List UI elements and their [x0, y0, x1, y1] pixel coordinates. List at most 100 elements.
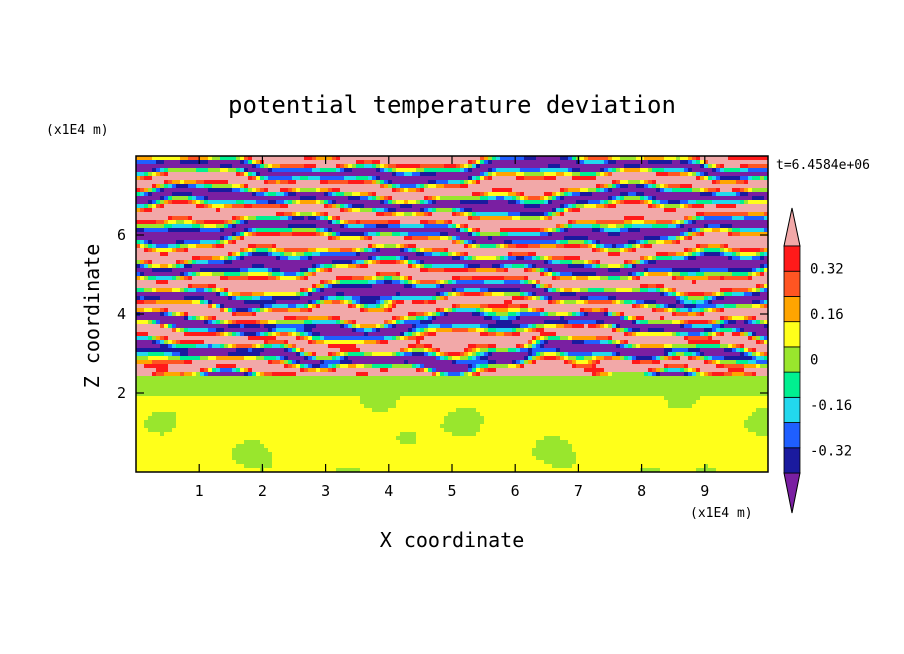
contour-cell	[304, 320, 313, 325]
contour-cell	[372, 256, 377, 261]
contour-cell	[300, 288, 305, 293]
contour-cell	[212, 288, 217, 293]
x-tick-label: 3	[321, 482, 330, 500]
contour-cell	[256, 320, 261, 325]
contour-cell	[404, 316, 409, 321]
contour-cell	[692, 188, 701, 193]
contour-cell	[604, 320, 633, 325]
contour-cell	[620, 316, 625, 321]
contour-cell	[152, 360, 185, 365]
contour-cell	[264, 444, 537, 449]
contour-cell	[340, 360, 353, 365]
contour-cell	[476, 364, 481, 369]
contour-cell	[664, 344, 673, 349]
contour-cell	[540, 332, 557, 337]
contour-cell	[188, 260, 193, 265]
contour-cell	[444, 372, 449, 377]
contour-cell	[760, 364, 768, 369]
contour-cell	[288, 360, 293, 365]
contour-cell	[548, 212, 553, 217]
contour-cell	[652, 244, 697, 249]
contour-cell	[484, 308, 493, 313]
colorbar-extend-max	[783, 207, 801, 247]
contour-cell	[704, 188, 709, 193]
contour-cell	[708, 188, 717, 193]
contour-cell	[664, 348, 673, 353]
contour-cell	[640, 360, 653, 365]
contour-cell	[296, 348, 301, 353]
contour-cell	[420, 280, 437, 285]
contour-cell	[496, 268, 505, 273]
contour-cell	[168, 200, 173, 205]
contour-cell	[660, 288, 665, 293]
contour-cell	[584, 356, 593, 361]
contour-cell	[240, 172, 245, 177]
contour-cell	[468, 168, 473, 173]
contour-cell	[276, 276, 281, 281]
contour-cell	[220, 368, 233, 373]
contour-cell	[664, 356, 669, 361]
contour-cell	[600, 200, 605, 205]
contour-cell	[680, 236, 685, 241]
contour-cell	[232, 220, 237, 225]
contour-cell	[180, 244, 189, 249]
contour-cell	[480, 192, 485, 197]
contour-cell	[664, 284, 757, 289]
contour-cell	[136, 276, 141, 281]
contour-cell	[556, 312, 569, 317]
contour-cell	[152, 240, 177, 245]
contour-cell	[760, 268, 765, 273]
contour-cell	[136, 316, 185, 321]
contour-cell	[160, 320, 205, 325]
contour-cell	[148, 428, 173, 433]
contour-cell	[544, 200, 549, 205]
contour-cell	[560, 204, 565, 209]
contour-cell	[328, 368, 333, 373]
contour-cell	[296, 360, 301, 365]
contour-cell	[752, 352, 757, 357]
contour-cell	[700, 248, 705, 253]
contour-cell	[172, 352, 181, 357]
contour-cell	[228, 168, 237, 173]
contour-cell	[152, 192, 173, 197]
contour-cell	[636, 156, 645, 161]
contour-cell	[580, 192, 593, 197]
contour-cell	[280, 164, 305, 169]
contour-cell	[660, 468, 697, 472]
contour-cell	[168, 252, 229, 257]
contour-cell	[384, 308, 389, 313]
contour-cell	[492, 156, 497, 161]
contour-cell	[692, 368, 697, 373]
contour-cell	[312, 332, 321, 337]
contour-cell	[468, 224, 557, 229]
contour-cell	[416, 440, 537, 445]
contour-cell	[752, 276, 768, 281]
contour-cell	[688, 340, 721, 345]
contour-cell	[480, 332, 489, 337]
contour-cell	[520, 288, 545, 293]
contour-cell	[420, 364, 425, 369]
contour-cell	[160, 432, 165, 437]
contour-cell	[392, 316, 397, 321]
contour-cell	[764, 300, 768, 305]
contour-cell	[696, 220, 768, 225]
contour-cell	[280, 232, 293, 237]
contour-cell	[436, 368, 469, 373]
contour-cell	[484, 316, 493, 321]
contour-cell	[144, 248, 149, 253]
contour-cell	[756, 356, 765, 361]
contour-cell	[704, 328, 713, 333]
contour-cell	[524, 268, 529, 273]
contour-cell	[256, 372, 261, 377]
contour-cell	[252, 264, 265, 269]
contour-cell	[452, 324, 481, 329]
contour-cell	[672, 348, 689, 353]
contour-cell	[592, 244, 597, 249]
contour-cell	[216, 244, 225, 249]
contour-cell	[152, 372, 157, 377]
contour-cell	[564, 188, 569, 193]
contour-cell	[716, 164, 721, 169]
contour-cell	[472, 312, 481, 317]
contour-cell	[624, 248, 629, 253]
contour-cell	[560, 156, 569, 161]
